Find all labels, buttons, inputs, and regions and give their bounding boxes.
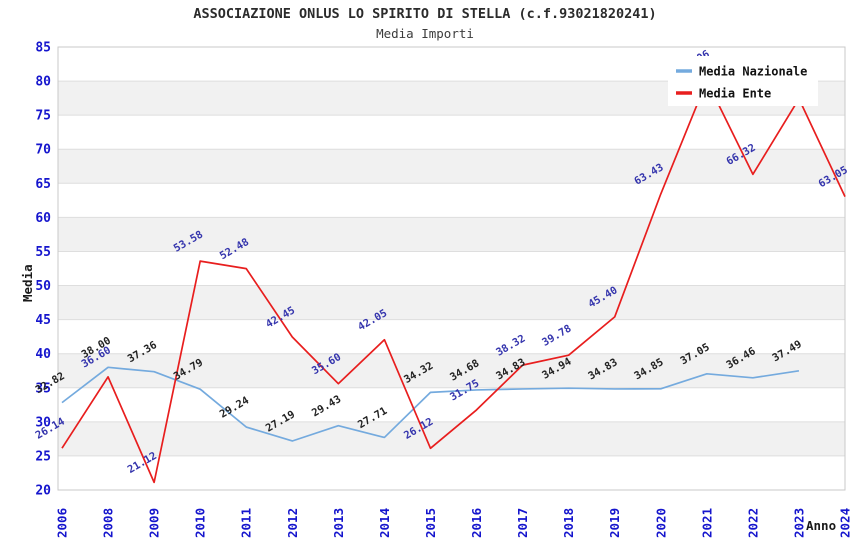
y-tick-label: 40 — [35, 347, 51, 362]
chart-title: ASSOCIAZIONE ONLUS LO SPIRITO DI STELLA … — [193, 6, 657, 22]
x-tick-label: 2015 — [423, 508, 438, 538]
plot-band — [58, 149, 845, 184]
y-tick-label: 45 — [35, 313, 51, 328]
plot-band — [58, 217, 845, 252]
y-tick-label: 80 — [35, 75, 51, 90]
x-tick-label: 2009 — [147, 508, 162, 538]
x-tick-label: 2014 — [377, 508, 392, 538]
x-tick-label: 2020 — [653, 508, 668, 538]
y-tick-label: 20 — [35, 484, 51, 499]
x-tick-label: 2011 — [239, 508, 254, 538]
x-tick-label: 2012 — [285, 508, 300, 538]
x-axis-title: Anno — [806, 518, 836, 533]
x-tick-label: 2016 — [469, 508, 484, 538]
legend-box — [668, 56, 818, 106]
x-tick-label: 2023 — [791, 508, 806, 538]
x-tick-label: 2017 — [515, 508, 530, 538]
y-tick-label: 30 — [35, 415, 51, 430]
plot-band — [58, 353, 845, 388]
plot-band — [58, 421, 845, 456]
plot-border — [57, 46, 846, 491]
x-tick-label: 2024 — [838, 508, 850, 538]
legend-label: Media Nazionale — [699, 65, 807, 79]
x-tick-label: 2019 — [607, 508, 622, 538]
y-tick-label: 60 — [35, 211, 51, 226]
series-line-media-nazionale — [61, 366, 800, 442]
x-tick-label: 2010 — [193, 508, 208, 538]
x-tick-label: 2013 — [331, 508, 346, 538]
x-tick-label: 2021 — [699, 508, 714, 538]
data-label: 29.43 — [310, 393, 343, 419]
chart-subtitle: Media Importi — [376, 26, 474, 41]
y-tick-label: 25 — [35, 449, 51, 464]
x-tick-label: 2022 — [745, 508, 760, 538]
x-tick-label: 2006 — [55, 508, 70, 538]
y-tick-label: 75 — [35, 109, 51, 124]
plot-band — [58, 285, 845, 320]
legend-label: Media Ente — [699, 87, 771, 101]
x-tick-label: 2018 — [561, 508, 576, 538]
y-tick-label: 85 — [35, 41, 51, 56]
y-tick-label: 35 — [35, 381, 51, 396]
y-tick-label: 50 — [35, 279, 51, 294]
y-tick-label: 70 — [35, 143, 51, 158]
x-tick-label: 2008 — [101, 508, 116, 538]
y-tick-label: 65 — [35, 177, 51, 192]
data-label: 39.78 — [540, 323, 573, 349]
y-axis-title: Media — [20, 264, 35, 302]
y-tick-label: 55 — [35, 245, 51, 260]
